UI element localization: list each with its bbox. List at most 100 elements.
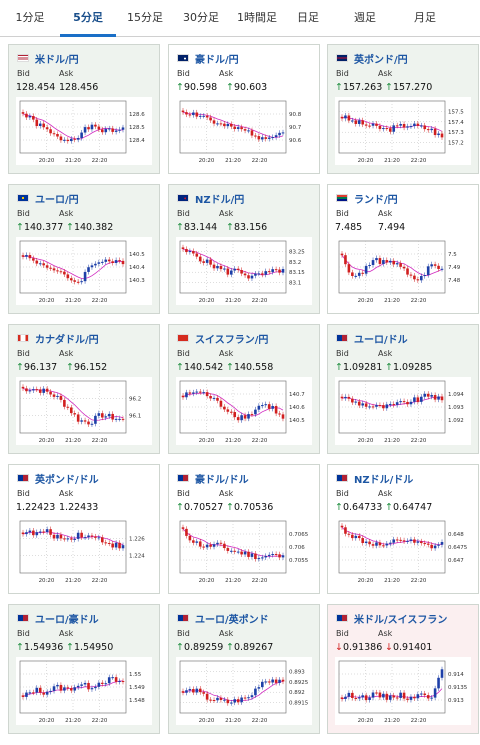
mini-candlestick-chart[interactable]: 128.6 128.5 128.4 20:20 21:20 22:20: [16, 97, 152, 165]
currency-pair-header[interactable]: ユーロ/ドル: [336, 331, 408, 346]
mini-candlestick-chart[interactable]: 0.648 0.6475 0.647 20:20 21:20 22:20: [335, 517, 471, 585]
currency-pair-name[interactable]: カナダドル/円: [35, 334, 99, 346]
rate-card[interactable]: NZドル/ドル Bid Ask ↑0.64733 ↑0.64747 0.648 0.6475…: [327, 464, 479, 594]
mini-candlestick-chart[interactable]: 90.8 90.7 90.6 20:20 21:20 22:20: [176, 97, 312, 165]
mini-candlestick-chart[interactable]: 1.226 1.224 20:20 21:20 22:20: [16, 517, 152, 585]
candle-body: [340, 253, 344, 256]
x-tick-label: 21:20: [225, 578, 241, 584]
currency-pair-name[interactable]: ランド/円: [354, 194, 398, 206]
candle-body: [209, 699, 212, 701]
currency-pair-header[interactable]: 米ドル/円: [17, 51, 79, 66]
currency-pair-header[interactable]: NZドル/円: [177, 191, 245, 206]
currency-pair-name[interactable]: 英ポンド/円: [354, 54, 408, 66]
currency-pair-name[interactable]: 豪ドル/円: [195, 54, 239, 66]
currency-pair-header[interactable]: 豪ドル/ドル: [177, 471, 249, 486]
currency-pair-name[interactable]: 米ドル/スイスフラン: [354, 614, 448, 626]
tab-daily[interactable]: 日足: [297, 11, 319, 24]
candle-body: [233, 412, 237, 418]
currency-pair-name[interactable]: 米ドル/円: [35, 54, 79, 66]
x-tick-label: 22:20: [411, 438, 427, 444]
mini-candlestick-chart[interactable]: 83.25 83.2 83.15 83.1 20:20 21:20 22:20: [176, 237, 312, 305]
candle-body: [375, 692, 378, 694]
candle-body: [42, 123, 45, 128]
candle-body: [69, 407, 73, 414]
mini-candlestick-chart[interactable]: 1.094 1.093 1.092 20:20 21:20 22:20: [335, 377, 471, 445]
rate-card[interactable]: NZドル/円 Bid Ask ↑83.144 ↑83.156 83.25 83.2 83.15…: [168, 184, 320, 314]
x-tick-label: 22:20: [411, 718, 427, 724]
currency-pair-name[interactable]: 豪ドル/ドル: [195, 474, 249, 486]
mini-candlestick-chart[interactable]: 0.7065 0.706 0.7055 20:20 21:20 22:20: [176, 517, 312, 585]
currency-pair-name[interactable]: スイスフラン/円: [195, 334, 269, 346]
mini-candlestick-chart[interactable]: 0.893 0.8925 0.892 0.8915 20:20 21:20 22:20: [176, 657, 312, 725]
candle-body: [347, 692, 351, 697]
rate-card[interactable]: 英ポンド/円 Bid Ask ↑157.263 ↑157.270 157.5 157.4 15…: [327, 44, 479, 174]
currency-pair-name[interactable]: ユーロ/円: [35, 194, 79, 206]
currency-pair-header[interactable]: 英ポンド/円: [336, 51, 408, 66]
mini-candlestick-chart[interactable]: 7.5 7.49 7.48 20:20 21:20 22:20: [335, 237, 471, 305]
tab-1hour[interactable]: 1時間足: [237, 11, 277, 24]
candle-body: [216, 397, 219, 401]
candle-body: [94, 536, 97, 538]
currency-pair-header[interactable]: カナダドル/円: [17, 331, 99, 346]
candle-body: [278, 679, 281, 683]
currency-pair-header[interactable]: ランド/円: [336, 191, 398, 206]
plot-frame: [19, 520, 127, 574]
currency-pair-header[interactable]: 英ポンド/ドル: [17, 471, 99, 486]
tab-5min[interactable]: 5分足: [60, 0, 116, 37]
tab-monthly[interactable]: 月足: [414, 11, 436, 24]
candle-body: [188, 392, 192, 394]
tab-15min[interactable]: 15分足: [127, 11, 163, 24]
candle-body: [267, 554, 271, 556]
mini-candlestick-chart[interactable]: 1.55 1.549 1.548 20:20 21:20 22:20: [16, 657, 152, 725]
mini-candlestick-chart[interactable]: 157.5 157.4 157.3 157.2 20:20 21:20 22:20: [335, 97, 471, 165]
candle-body: [205, 693, 209, 700]
tab-weekly[interactable]: 週足: [354, 11, 376, 24]
candle-body: [97, 537, 101, 539]
candle-body: [426, 393, 430, 397]
currency-pair-header[interactable]: NZドル/ドル: [336, 471, 414, 486]
currency-pair-name[interactable]: 英ポンド/ドル: [35, 474, 99, 486]
tab-1min[interactable]: 1分足: [15, 11, 45, 24]
currency-pair-header[interactable]: ユーロ/豪ドル: [17, 611, 99, 626]
rate-card[interactable]: 豪ドル/ドル Bid Ask ↑0.70527 ↑0.70536 0.7065 0.706 0…: [168, 464, 320, 594]
candle-body: [83, 271, 87, 282]
x-tick-label: 22:20: [252, 438, 268, 444]
candle-body: [433, 264, 437, 266]
rate-card[interactable]: 英ポンド/ドル Bid Ask 1.22423 1.22433 1.226 1.224 20:…: [8, 464, 160, 594]
rate-card[interactable]: 米ドル/円 Bid Ask 128.454 128.456 128.6 128.5 128.4…: [8, 44, 160, 174]
candle-body: [188, 251, 192, 253]
candle-body: [423, 275, 427, 277]
currency-pair-header[interactable]: ユーロ/英ポンド: [177, 611, 269, 626]
rate-card[interactable]: ランド/円 Bid Ask 7.485 7.494 7.5 7.49 7.48 20:20 21:…: [327, 184, 479, 314]
rate-card[interactable]: ユーロ/円 Bid Ask ↑140.377 ↑140.382 140.5 140.4 140…: [8, 184, 160, 314]
mini-candlestick-chart[interactable]: 140.7 140.6 140.5 20:20 21:20 22:20: [176, 377, 312, 445]
bid-label: Bid: [177, 629, 190, 638]
candle-body: [63, 271, 66, 275]
mini-candlestick-chart[interactable]: 140.5 140.4 140.3 20:20 21:20 22:20: [16, 237, 152, 305]
rate-card[interactable]: ユーロ/英ポンド Bid Ask ↑0.89259 ↑0.89267 0.893 0.892…: [168, 604, 320, 734]
candle-body: [257, 405, 261, 410]
currency-pair-header[interactable]: 豪ドル/円: [177, 51, 239, 66]
currency-pair-header[interactable]: ユーロ/円: [17, 191, 79, 206]
up-arrow-icon: ↑: [16, 362, 24, 373]
rate-card[interactable]: ユーロ/豪ドル Bid Ask ↑1.54936 ↑1.54950 1.55 1.549 1.…: [8, 604, 160, 734]
rate-card[interactable]: スイスフラン/円 Bid Ask ↑140.542 ↑140.558 140.7 140.6…: [168, 324, 320, 454]
rate-card[interactable]: カナダドル/円 Bid Ask ↑96.137 ↑96.152 96.2 96.1 20:20…: [8, 324, 160, 454]
rate-card[interactable]: 豪ドル/円 Bid Ask ↑90.598 ↑90.603 90.8 90.7 90.6 20:…: [168, 44, 320, 174]
currency-pair-name[interactable]: ユーロ/ドル: [354, 334, 408, 346]
currency-pair-name[interactable]: ユーロ/英ポンド: [195, 614, 269, 626]
rate-card[interactable]: ユーロ/ドル Bid Ask ↑1.09281 ↑1.09285 1.094 1.093 1.…: [327, 324, 479, 454]
candle-body: [49, 529, 52, 535]
currency-pair-name[interactable]: NZドル/円: [195, 194, 245, 206]
currency-pair-header[interactable]: スイスフラン/円: [177, 331, 269, 346]
mini-candlestick-chart[interactable]: 96.2 96.1 20:20 21:20 22:20: [16, 377, 152, 445]
mini-candlestick-chart[interactable]: 0.914 0.9135 0.913 20:20 21:20 22:20: [335, 657, 471, 725]
currency-pair-name[interactable]: NZドル/ドル: [354, 474, 414, 486]
currency-pair-header[interactable]: 米ドル/スイスフラン: [336, 611, 448, 626]
currency-pair-name[interactable]: ユーロ/豪ドル: [35, 614, 99, 626]
rate-card[interactable]: 米ドル/スイスフラン Bid Ask ↓0.91386 ↓0.91401 0.914 0.9…: [327, 604, 479, 734]
candle-body: [205, 392, 209, 397]
candle-body: [433, 545, 437, 549]
candle-body: [236, 127, 240, 129]
tab-30min[interactable]: 30分足: [183, 11, 219, 24]
